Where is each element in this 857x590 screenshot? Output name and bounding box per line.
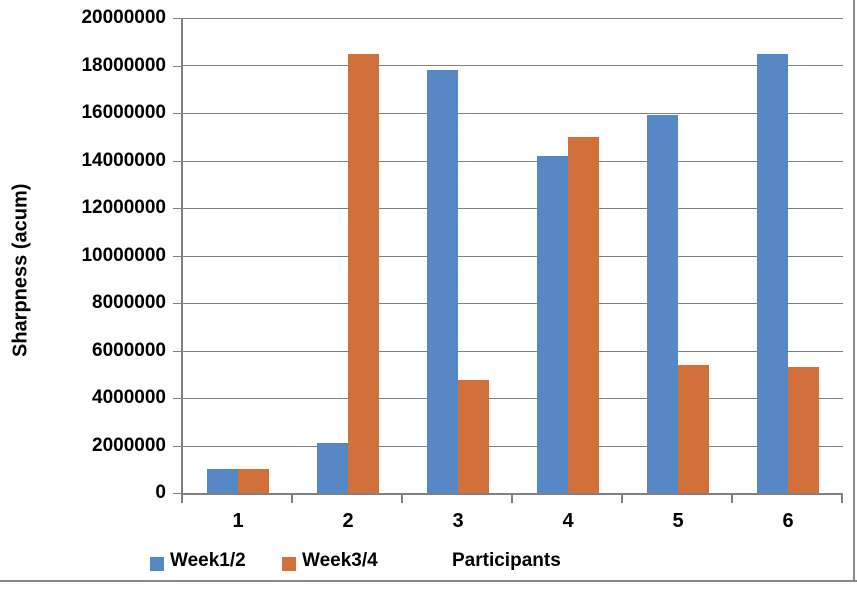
x-tick-mark — [291, 495, 293, 503]
gridline — [183, 398, 843, 399]
legend: Week1/2 Week3/4 Participants — [0, 545, 857, 579]
y-tick-label: 16000000 — [81, 102, 166, 123]
y-tick-mark — [173, 446, 181, 447]
y-tick-mark — [173, 208, 181, 209]
gridline — [183, 161, 843, 162]
y-tick-mark — [173, 161, 181, 162]
x-category-label: 6 — [782, 510, 794, 532]
bar-week1-2-participant-4 — [537, 156, 568, 493]
gridline — [183, 351, 843, 352]
x-category-label: 3 — [452, 510, 464, 532]
gridline — [183, 18, 843, 19]
y-tick-label: 0 — [155, 482, 166, 503]
y-tick-label: 12000000 — [81, 197, 166, 218]
x-tick-mark — [731, 495, 733, 503]
y-tick-mark — [173, 113, 181, 114]
x-category-label: 2 — [342, 510, 354, 532]
y-tick-mark — [173, 398, 181, 399]
y-tick-label: 4000000 — [92, 387, 166, 408]
y-tick-label: 14000000 — [81, 149, 166, 171]
gridline — [183, 256, 843, 257]
y-tick-mark — [173, 256, 181, 257]
y-tick-mark — [173, 66, 181, 67]
bar-week1-2-participant-1 — [207, 469, 238, 493]
y-tick-label: 6000000 — [92, 339, 166, 361]
y-tick-mark — [173, 493, 181, 494]
bar-week1-2-participant-6 — [757, 54, 788, 493]
x-category-label: 1 — [232, 510, 244, 532]
legend-label-week1-2: Week1/2 — [170, 550, 246, 571]
gridline — [183, 446, 843, 447]
y-tick-label: 2000000 — [92, 434, 166, 456]
legend-label-week3-4: Week3/4 — [302, 550, 378, 571]
chart-frame-right-border — [853, 0, 855, 582]
x-axis-title: Participants — [452, 550, 561, 571]
y-tick-label: 20000000 — [81, 7, 166, 28]
y-tick-label: 18000000 — [81, 54, 166, 76]
bar-week1-2-participant-2 — [317, 443, 348, 493]
plot-area — [181, 18, 843, 495]
y-tick-mark — [173, 18, 181, 19]
x-tick-mark — [401, 495, 403, 503]
legend-swatch-week3-4 — [282, 557, 296, 571]
bar-week1-2-participant-5 — [647, 115, 678, 493]
bar-week3-4-participant-5 — [678, 365, 709, 493]
gridline — [183, 65, 843, 66]
x-tick-mark — [841, 495, 843, 503]
gridline — [183, 208, 843, 209]
x-tick-mark — [621, 495, 623, 503]
bar-week3-4-participant-4 — [568, 137, 599, 493]
bar-week1-2-participant-3 — [427, 70, 458, 493]
chart-frame-bottom-border — [0, 580, 857, 582]
y-tick-label: 10000000 — [81, 244, 166, 266]
x-tick-mark — [181, 495, 183, 503]
gridline — [183, 303, 843, 304]
x-category-label: 5 — [672, 510, 684, 532]
legend-swatch-week1-2 — [150, 557, 164, 571]
x-tick-mark — [511, 495, 513, 503]
x-category-label: 4 — [562, 510, 574, 532]
y-tick-mark — [173, 303, 181, 304]
bar-week3-4-participant-3 — [458, 380, 489, 493]
y-tick-label: 8000000 — [92, 292, 166, 313]
bar-week3-4-participant-6 — [788, 367, 819, 493]
bar-week3-4-participant-2 — [348, 54, 379, 493]
gridline — [183, 113, 843, 114]
y-tick-mark — [173, 351, 181, 352]
bar-week3-4-participant-1 — [238, 469, 269, 493]
